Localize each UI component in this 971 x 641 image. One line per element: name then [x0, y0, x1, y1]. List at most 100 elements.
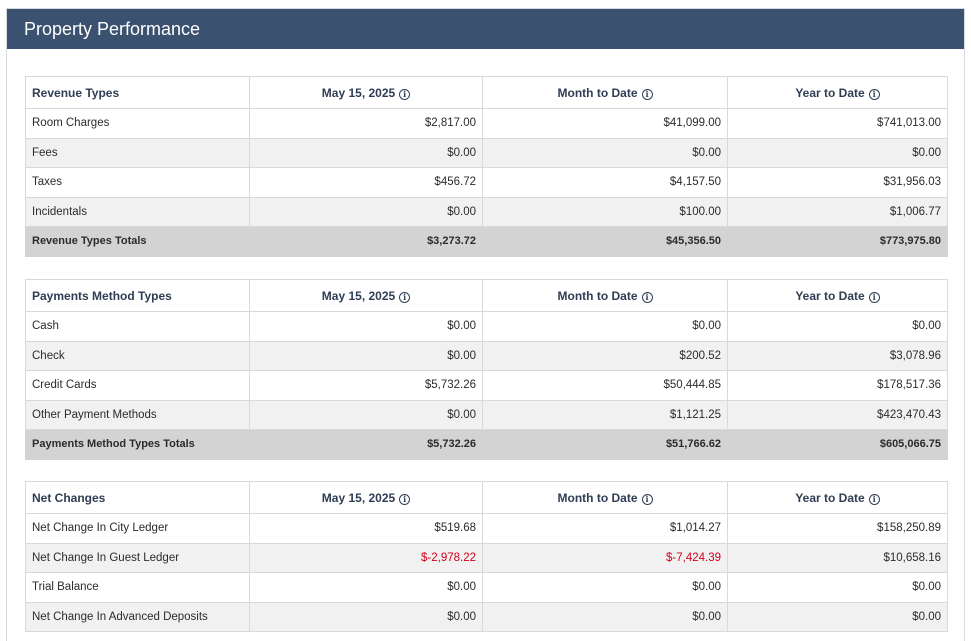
totals-ytd-value: $773,975.80	[727, 226, 948, 257]
column-ytd-label: Year to Date	[795, 288, 865, 303]
row-ytd-value: $158,250.89	[727, 513, 948, 544]
table-row: Other Payment Methods $0.00 $1,121.25 $4…	[25, 399, 948, 430]
net-changes-table: Net Changes May 15, 2025 i Month to Date i…	[25, 481, 948, 632]
row-mtd-value: $0.00	[482, 311, 728, 342]
row-label: Net Change In Advanced Deposits	[25, 601, 250, 632]
row-label: Other Payment Methods	[25, 399, 250, 430]
row-day-value: $0.00	[249, 340, 483, 371]
totals-row: Revenue Types Totals $3,273.72 $45,356.5…	[25, 226, 948, 257]
info-circle-icon[interactable]: i	[399, 493, 411, 505]
row-ytd-value: $0.00	[727, 311, 948, 342]
column-date-header: May 15, 2025 i	[249, 279, 483, 312]
table-row: Net Change In Guest Ledger $-2,978.22 $-…	[25, 542, 948, 573]
row-label: Cash	[25, 311, 250, 342]
row-mtd-value: $50,444.85	[482, 370, 728, 401]
table-row: Taxes $456.72 $4,157.50 $31,956.03	[25, 167, 948, 198]
column-date-header: May 15, 2025 i	[249, 481, 483, 514]
table-row: Room Charges $2,817.00 $41,099.00 $741,0…	[25, 108, 948, 139]
totals-label: Payments Method Types Totals	[25, 429, 250, 460]
column-ytd-header: Year to Date i	[727, 76, 948, 109]
row-label: Taxes	[25, 167, 250, 198]
row-label: Net Change In Guest Ledger	[25, 542, 250, 573]
row-ytd-value: $178,517.36	[727, 370, 948, 401]
table-header-row: Payments Method Types May 15, 2025 i Mont…	[25, 279, 948, 312]
table-row: Incidentals $0.00 $100.00 $1,006.77	[25, 196, 948, 227]
row-label: Fees	[25, 137, 250, 168]
totals-row: Payments Method Types Totals $5,732.26 $…	[25, 429, 948, 460]
row-label: Net Change In City Ledger	[25, 513, 250, 544]
info-circle-icon[interactable]: i	[868, 88, 880, 100]
row-ytd-value: $0.00	[727, 572, 948, 603]
table-row: Credit Cards $5,732.26 $50,444.85 $178,5…	[25, 370, 948, 401]
totals-ytd-value: $605,066.75	[727, 429, 948, 460]
table-row: Net Change In City Ledger $519.68 $1,014…	[25, 513, 948, 544]
row-ytd-value: $10,658.16	[727, 542, 948, 573]
column-ytd-header: Year to Date i	[727, 279, 948, 312]
row-label: Incidentals	[25, 196, 250, 227]
info-circle-icon[interactable]: i	[641, 493, 653, 505]
net-changes-heading: Net Changes	[25, 481, 250, 514]
info-circle-icon[interactable]: i	[868, 493, 880, 505]
info-circle-icon[interactable]: i	[399, 291, 411, 303]
row-ytd-value: $423,470.43	[727, 399, 948, 430]
totals-day-value: $5,732.26	[249, 429, 483, 460]
row-mtd-value-negative: $-7,424.39	[482, 542, 728, 573]
info-circle-icon[interactable]: i	[399, 88, 411, 100]
table-row: Trial Balance $0.00 $0.00 $0.00	[25, 572, 948, 603]
column-date-label: May 15, 2025	[321, 288, 396, 303]
row-mtd-value: $41,099.00	[482, 108, 728, 139]
row-mtd-value: $100.00	[482, 196, 728, 227]
column-mtd-header: Month to Date i	[482, 481, 728, 514]
column-date-header: May 15, 2025 i	[249, 76, 483, 109]
revenue-types-table: Revenue Types May 15, 2025 i Month to Dat…	[25, 76, 948, 257]
column-date-label: May 15, 2025	[321, 85, 396, 100]
column-ytd-label: Year to Date	[795, 85, 865, 100]
column-mtd-label: Month to Date	[557, 288, 638, 303]
totals-mtd-value: $51,766.62	[482, 429, 728, 460]
revenue-types-heading: Revenue Types	[25, 76, 250, 109]
info-circle-icon[interactable]: i	[641, 291, 653, 303]
column-mtd-label: Month to Date	[557, 85, 638, 100]
row-day-value: $0.00	[249, 399, 483, 430]
row-day-value: $0.00	[249, 572, 483, 603]
row-day-value: $2,817.00	[249, 108, 483, 139]
row-day-value: $5,732.26	[249, 370, 483, 401]
panel-title: Property Performance	[7, 9, 964, 49]
table-row: Cash $0.00 $0.00 $0.00	[25, 311, 948, 342]
column-ytd-header: Year to Date i	[727, 481, 948, 514]
row-label: Trial Balance	[25, 572, 250, 603]
info-circle-icon[interactable]: i	[868, 291, 880, 303]
totals-mtd-value: $45,356.50	[482, 226, 728, 257]
row-mtd-value: $0.00	[482, 137, 728, 168]
column-mtd-label: Month to Date	[557, 490, 638, 505]
row-mtd-value: $4,157.50	[482, 167, 728, 198]
row-ytd-value: $1,006.77	[727, 196, 948, 227]
row-day-value: $0.00	[249, 601, 483, 632]
column-date-label: May 15, 2025	[321, 490, 396, 505]
totals-day-value: $3,273.72	[249, 226, 483, 257]
row-ytd-value: $741,013.00	[727, 108, 948, 139]
row-ytd-value: $0.00	[727, 601, 948, 632]
property-performance-panel: Property Performance Revenue Types May 1…	[6, 8, 965, 641]
table-header-row: Net Changes May 15, 2025 i Month to Date i…	[25, 481, 948, 514]
table-row: Check $0.00 $200.52 $3,078.96	[25, 340, 948, 371]
info-circle-icon[interactable]: i	[641, 88, 653, 100]
table-row: Fees $0.00 $0.00 $0.00	[25, 137, 948, 168]
column-ytd-label: Year to Date	[795, 490, 865, 505]
row-mtd-value: $0.00	[482, 601, 728, 632]
row-day-value: $519.68	[249, 513, 483, 544]
totals-label: Revenue Types Totals	[25, 226, 250, 257]
row-mtd-value: $1,014.27	[482, 513, 728, 544]
row-day-value: $0.00	[249, 137, 483, 168]
column-mtd-header: Month to Date i	[482, 76, 728, 109]
row-label: Room Charges	[25, 108, 250, 139]
row-day-value: $0.00	[249, 311, 483, 342]
table-row: Net Change In Advanced Deposits $0.00 $0…	[25, 601, 948, 632]
row-label: Credit Cards	[25, 370, 250, 401]
row-day-value: $456.72	[249, 167, 483, 198]
row-day-value-negative: $-2,978.22	[249, 542, 483, 573]
row-label: Check	[25, 340, 250, 371]
column-mtd-header: Month to Date i	[482, 279, 728, 312]
row-mtd-value: $1,121.25	[482, 399, 728, 430]
row-mtd-value: $200.52	[482, 340, 728, 371]
